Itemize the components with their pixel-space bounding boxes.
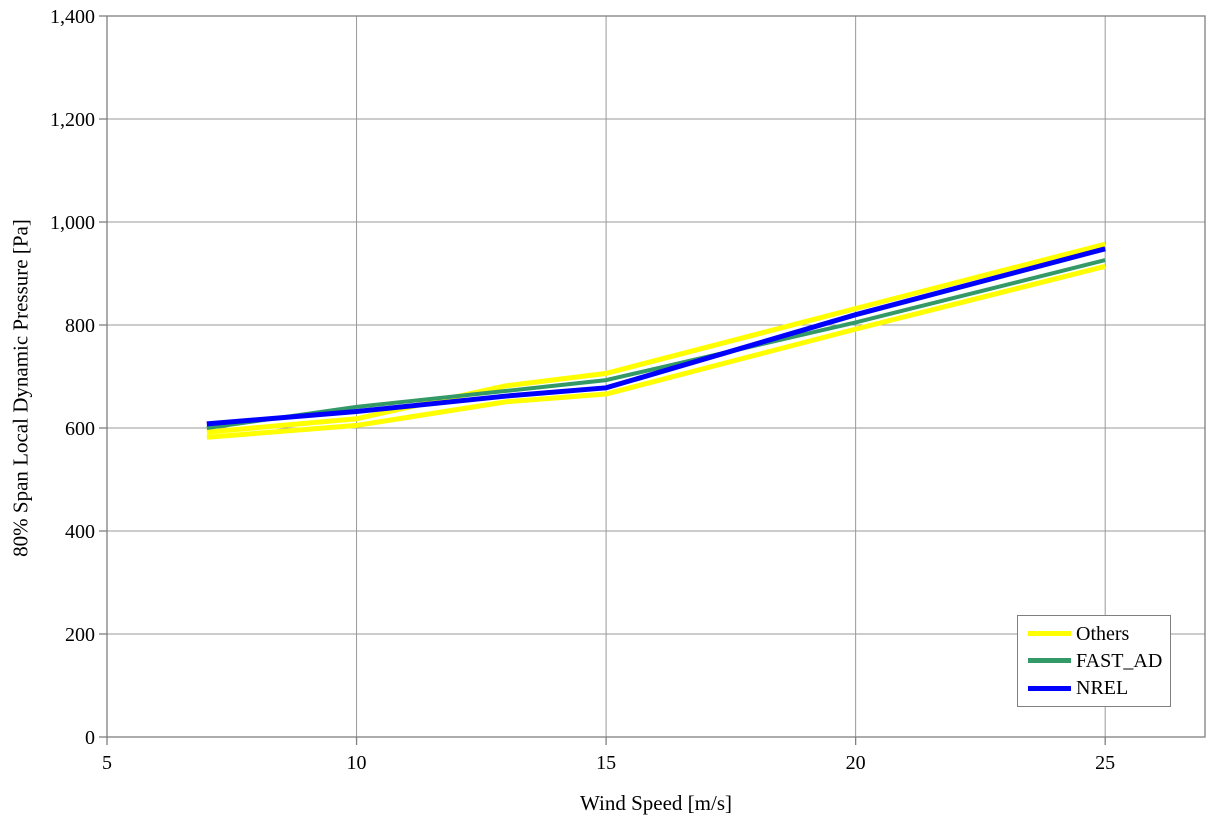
legend-line-fast-ad xyxy=(1028,658,1071,664)
y-axis-title: 80% Span Local Dynamic Pressure [Pa] xyxy=(8,219,33,557)
legend-label-fast-ad: FAST_AD xyxy=(1076,649,1163,672)
legend-item-nrel: NREL xyxy=(1018,678,1170,698)
y-tick-label-600: 600 xyxy=(65,418,95,440)
legend-label-nrel: NREL xyxy=(1076,677,1129,700)
y-tick-label-400: 400 xyxy=(65,521,95,543)
legend-item-fast-ad: FAST_AD xyxy=(1018,651,1170,671)
y-tick-label-200: 200 xyxy=(65,624,95,646)
x-axis-title: Wind Speed [m/s] xyxy=(580,791,732,815)
legend-item-others: Others xyxy=(1018,624,1170,644)
y-tick-label-0: 0 xyxy=(85,727,95,749)
legend-label-others: Others xyxy=(1076,622,1130,645)
x-tick-label-5: 5 xyxy=(102,752,112,774)
legend-line-nrel xyxy=(1028,685,1071,691)
legend-line-others xyxy=(1028,631,1071,637)
series-line-others-0 xyxy=(206,241,1106,435)
plot-border xyxy=(106,15,1206,738)
series-line-nrel-3 xyxy=(206,246,1106,427)
y-tick-label-1000: 1,000 xyxy=(50,212,95,234)
x-tick-label-20: 20 xyxy=(846,752,866,774)
y-tick-label-1400: 1,400 xyxy=(50,6,95,28)
x-tick-label-15: 15 xyxy=(596,752,616,774)
x-tick-label-10: 10 xyxy=(347,752,367,774)
series-line-others-1 xyxy=(206,263,1106,440)
x-tick-label-25: 25 xyxy=(1095,752,1115,774)
series-line-fast_ad-2 xyxy=(206,258,1106,430)
y-tick-label-1200: 1,200 xyxy=(50,109,95,131)
legend: Others FAST_AD NREL xyxy=(1017,615,1171,707)
y-tick-label-800: 800 xyxy=(65,315,95,337)
